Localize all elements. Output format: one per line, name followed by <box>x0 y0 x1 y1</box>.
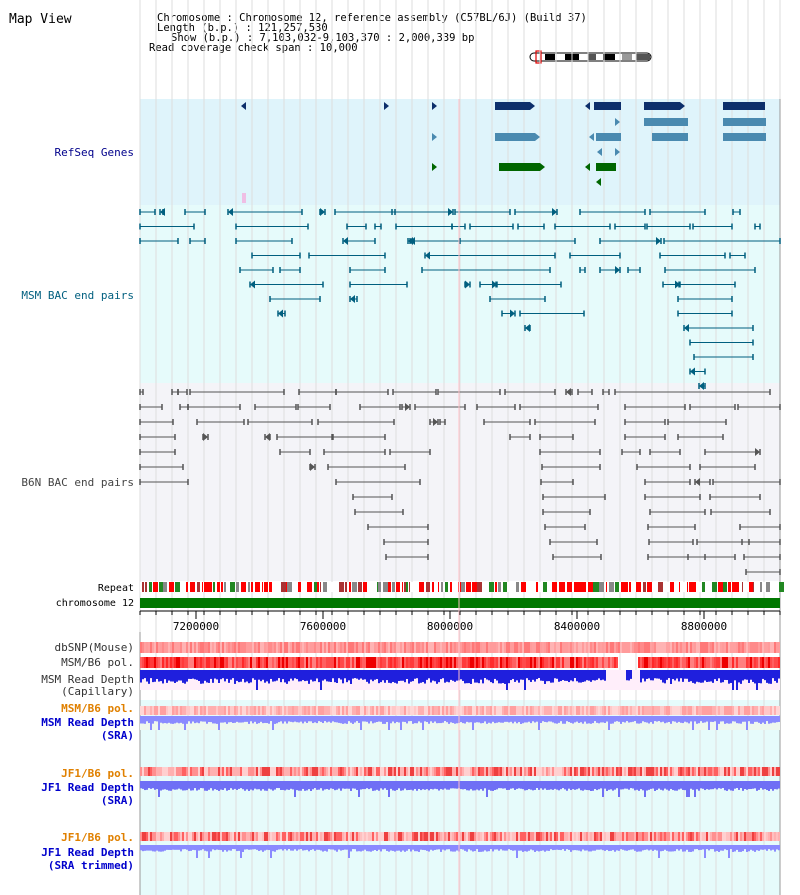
bac-end-marker[interactable] <box>675 280 680 289</box>
bac-end-marker[interactable] <box>695 478 700 486</box>
refseq-gene[interactable] <box>432 133 437 141</box>
msm-depth-cap-label-2[interactable]: (Capillary) <box>61 685 134 698</box>
refseq-gene[interactable] <box>723 133 766 141</box>
bac-end-marker[interactable] <box>425 251 430 260</box>
jf1-depth-trim-label-1[interactable]: JF1 Read Depth <box>41 846 134 859</box>
bac-end-marker[interactable] <box>699 382 704 390</box>
chromosome-ideogram[interactable] <box>529 50 652 64</box>
bac-end-marker[interactable] <box>656 237 661 245</box>
refseq-gene[interactable] <box>723 102 765 110</box>
bac-end-marker[interactable] <box>203 433 208 441</box>
refseq-gene[interactable] <box>596 133 621 141</box>
refseq-gene[interactable] <box>597 148 602 156</box>
b6n-bac-track-label[interactable]: B6N BAC end pairs <box>21 476 134 489</box>
refseq-gene[interactable] <box>384 102 389 110</box>
refseq-gene[interactable] <box>680 102 685 110</box>
bac-end-marker[interactable] <box>320 208 325 216</box>
refseq-gene[interactable] <box>432 102 437 110</box>
refseq-gene[interactable] <box>530 102 535 110</box>
refseq-gene[interactable] <box>540 163 545 171</box>
refseq-gene[interactable] <box>432 163 437 171</box>
jf1-b6-pol-label[interactable]: JF1/B6 pol. <box>61 767 134 780</box>
bac-end-marker[interactable] <box>615 266 620 274</box>
msm-depth-cap-label-1[interactable]: MSM Read Depth <box>41 673 134 686</box>
msm-depth-sra-label-1[interactable]: MSM Read Depth <box>41 716 134 729</box>
bac-end-marker[interactable] <box>160 208 165 216</box>
bac-end-marker[interactable] <box>228 208 233 216</box>
bac-end-marker[interactable] <box>310 463 315 471</box>
bac-end-marker[interactable] <box>510 309 515 318</box>
refseq-gene[interactable] <box>644 118 688 126</box>
msm-b6-pol-sra-label[interactable]: MSM/B6 pol. <box>61 702 134 715</box>
bac-end-marker[interactable] <box>755 448 760 456</box>
bac-end-marker[interactable] <box>433 418 438 426</box>
bac-end-marker[interactable] <box>343 237 348 245</box>
refseq-gene[interactable] <box>585 163 590 171</box>
axis-tick-label: 7200000 <box>173 620 219 633</box>
refseq-gene[interactable] <box>723 118 766 126</box>
refseq-gene[interactable] <box>615 148 620 156</box>
refseq-track-label[interactable]: RefSeq Genes <box>55 146 134 159</box>
bac-end-marker[interactable] <box>492 280 497 289</box>
info-chromosome: Chromosome : Chromosome 12, reference as… <box>157 12 587 24</box>
bac-end-marker[interactable] <box>465 280 470 289</box>
refseq-gene[interactable] <box>589 133 594 141</box>
chromosome-track-label: chromosome 12 <box>56 598 134 609</box>
bac-end-marker[interactable] <box>525 324 530 332</box>
bac-end-marker[interactable] <box>690 367 695 376</box>
bac-end-marker[interactable] <box>265 433 270 441</box>
polymorphism-heat-strips[interactable] <box>140 642 780 841</box>
msm-b6-pol-track-label[interactable]: MSM/B6 pol. <box>61 656 134 669</box>
refseq-gene[interactable] <box>615 118 620 126</box>
refseq-gene[interactable] <box>495 102 530 110</box>
jf1-b6-pol-trim-label[interactable]: JF1/B6 pol. <box>61 831 134 844</box>
dbsnp-track-label[interactable]: dbSNP(Mouse) <box>55 641 134 654</box>
jf1-depth-sra-label-1[interactable]: JF1 Read Depth <box>41 781 134 794</box>
bac-end-marker[interactable] <box>350 295 355 303</box>
jf1-depth-sra-label-2[interactable]: (SRA) <box>101 794 134 807</box>
repeat-track[interactable] <box>140 582 784 592</box>
repeat-track-label: Repeat <box>98 583 134 594</box>
bac-end-marker[interactable] <box>405 403 410 411</box>
refseq-gene[interactable] <box>596 163 616 171</box>
msm-bac-track-label[interactable]: MSM BAC end pairs <box>21 289 134 302</box>
refseq-gene[interactable] <box>241 102 246 110</box>
info-coverage-span: Read coverage check span : 10,000 <box>149 42 358 54</box>
read-depth-tracks[interactable] <box>140 670 780 858</box>
msm-depth-sra-label-2[interactable]: (SRA) <box>101 729 134 742</box>
refseq-gene[interactable] <box>644 102 680 110</box>
axis-tick-label: 7600000 <box>300 620 346 633</box>
refseq-gene[interactable] <box>596 178 601 186</box>
bac-end-marker[interactable] <box>552 208 557 216</box>
chromosome-info: Chromosome : Chromosome 12, reference as… <box>149 12 587 54</box>
info-length: Length (b.p.) : 121,257,530 <box>157 22 328 34</box>
axis-tick-label: 8400000 <box>554 620 600 633</box>
refseq-gene[interactable] <box>652 133 688 141</box>
page-title: Map View <box>9 12 72 27</box>
msm-bac-track[interactable] <box>139 208 781 390</box>
jf1-depth-trim-label-2[interactable]: (SRA trimmed) <box>48 859 134 872</box>
info-show: Show (b.p.) : 7,103,032-9,103,370 : 2,00… <box>171 32 474 44</box>
bac-end-marker[interactable] <box>410 237 415 245</box>
refseq-gene[interactable] <box>495 133 535 141</box>
refseq-genes-track[interactable] <box>241 102 766 203</box>
bac-end-marker[interactable] <box>566 388 571 396</box>
position-axis: 7200000 7600000 8000000 8400000 8800000 <box>139 610 781 633</box>
bac-end-marker[interactable] <box>684 324 689 332</box>
refseq-gene[interactable] <box>594 102 621 110</box>
bac-end-marker[interactable] <box>278 309 283 318</box>
ideogram-current-region-marker <box>535 50 542 64</box>
grid-lines <box>139 0 781 895</box>
b6n-bac-track[interactable] <box>139 388 781 575</box>
axis-tick-label: 8800000 <box>681 620 727 633</box>
bac-end-marker[interactable] <box>448 208 453 216</box>
refseq-gene[interactable] <box>499 163 540 171</box>
bac-end-marker[interactable] <box>250 280 255 289</box>
refseq-gene[interactable] <box>535 133 540 141</box>
chromosome-bar[interactable] <box>140 598 780 608</box>
refseq-gene[interactable] <box>585 102 590 110</box>
axis-tick-label: 8000000 <box>427 620 473 633</box>
